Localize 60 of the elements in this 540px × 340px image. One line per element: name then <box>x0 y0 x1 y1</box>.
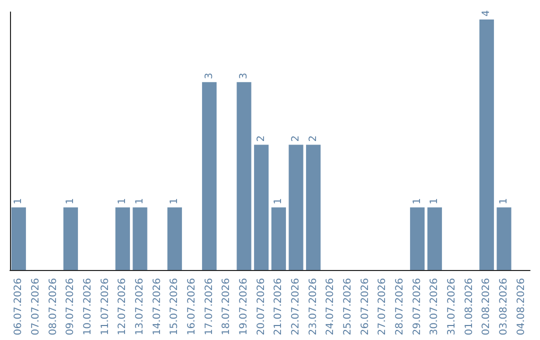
x-tick-label: 12.07.2026 <box>117 278 128 336</box>
data-label: 1 <box>429 198 440 204</box>
x-tick-label: 13.07.2026 <box>134 278 146 336</box>
data-label: 1 <box>13 198 24 204</box>
x-tick-label: 11.07.2026 <box>100 278 111 336</box>
x-tick-label: 22.07.2026 <box>290 278 302 336</box>
bar <box>254 144 269 270</box>
bar <box>202 82 217 270</box>
x-tick-label: 06.07.2026 <box>13 278 24 336</box>
x-tick-label: 03.08.2026 <box>498 278 510 336</box>
x-tick-label: 26.07.2026 <box>360 278 371 336</box>
data-label: 1 <box>412 198 423 204</box>
bar <box>236 82 252 270</box>
data-label: 1 <box>134 198 146 204</box>
bar <box>410 207 425 270</box>
x-tick-label: 28.07.2026 <box>394 278 406 336</box>
x-tick-label: 08.07.2026 <box>48 278 59 336</box>
bar <box>288 144 304 270</box>
x-tick-label: 07.07.2026 <box>30 278 42 336</box>
x-tick-label: 24.07.2026 <box>325 278 336 336</box>
data-label: 1 <box>65 198 76 204</box>
data-label: 1 <box>117 198 128 204</box>
data-label: 1 <box>498 198 510 204</box>
bar <box>167 207 182 270</box>
bar <box>11 207 26 270</box>
x-tick-label: 27.07.2026 <box>377 278 388 336</box>
x-tick-label: 19.07.2026 <box>238 278 250 336</box>
bar <box>271 207 286 270</box>
x-tick-label: 01.08.2026 <box>464 278 475 336</box>
x-tick-label: 31.07.2026 <box>446 278 458 336</box>
data-label: 3 <box>238 72 250 80</box>
data-label: 1 <box>169 198 180 204</box>
x-tick-label: 17.07.2026 <box>204 278 215 336</box>
x-tick-label: 18.07.2026 <box>221 278 232 336</box>
data-label: 2 <box>308 135 319 142</box>
x-tick-label: 09.07.2026 <box>65 278 76 336</box>
bar <box>427 207 442 270</box>
x-tick-label: 04.08.2026 <box>516 278 527 336</box>
bar <box>115 207 130 270</box>
bar <box>132 207 148 270</box>
x-tick-label: 30.07.2026 <box>429 278 440 336</box>
x-tick-label: 02.08.2026 <box>481 278 492 336</box>
x-tick-label: 21.07.2026 <box>273 278 284 336</box>
data-label: 1 <box>273 198 284 204</box>
x-tick-label: 25.07.2026 <box>342 278 354 336</box>
data-label: 2 <box>290 135 302 142</box>
x-tick-label: 29.07.2026 <box>412 278 423 336</box>
bar <box>496 207 512 270</box>
x-tick-label: 23.07.2026 <box>308 278 319 336</box>
data-label: 2 <box>256 135 267 142</box>
bar <box>479 20 494 270</box>
data-label: 4 <box>481 10 492 17</box>
bar <box>63 207 78 270</box>
data-label: 3 <box>204 72 215 80</box>
bar <box>306 144 321 270</box>
x-tick-label: 10.07.2026 <box>82 278 94 336</box>
x-tick-label: 14.07.2026 <box>152 278 163 336</box>
x-tick-label: 15.07.2026 <box>169 278 180 336</box>
x-tick-label: 16.07.2026 <box>186 278 198 336</box>
x-tick-label: 20.07.2026 <box>256 278 267 336</box>
